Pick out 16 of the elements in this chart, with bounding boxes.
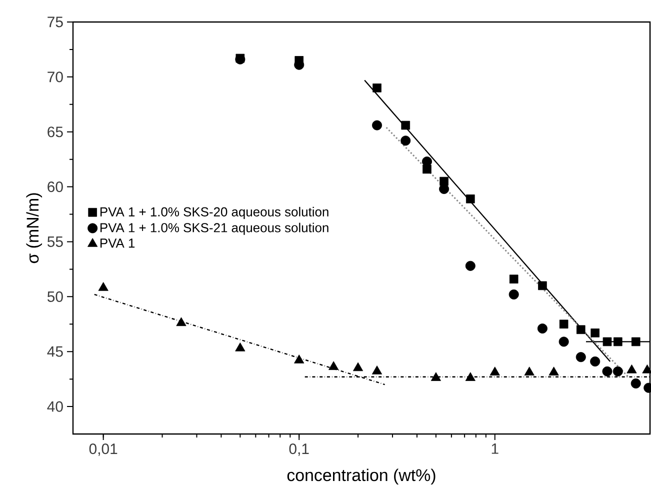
y-tick-label: 70: [48, 72, 63, 82]
y-tick-label: 40: [47, 401, 63, 412]
y-tick-label: 50: [47, 291, 63, 302]
y-tick-label: 60: [48, 182, 63, 192]
x-axis-title: concentration (wt%): [287, 468, 436, 484]
y-tick-label: 75: [48, 16, 63, 28]
x-tick-label: 0,1: [289, 444, 309, 456]
y-tick-label: 55: [47, 236, 63, 247]
y-axis-title: σ (mN/m): [26, 193, 42, 264]
y-tick-label: 45: [47, 346, 63, 357]
x-tick-label: 1: [492, 444, 498, 454]
legend-label: PVA 1 + 1.0% SKS-20 aqueous solution: [100, 206, 328, 220]
legend-label: PVA 1: [100, 238, 135, 248]
legend-label: PVA 1 + 1.0% SKS-21 aqueous solution: [100, 222, 328, 235]
y-tick-label: 65: [48, 126, 63, 138]
x-tick-label: 0,01: [89, 444, 118, 456]
